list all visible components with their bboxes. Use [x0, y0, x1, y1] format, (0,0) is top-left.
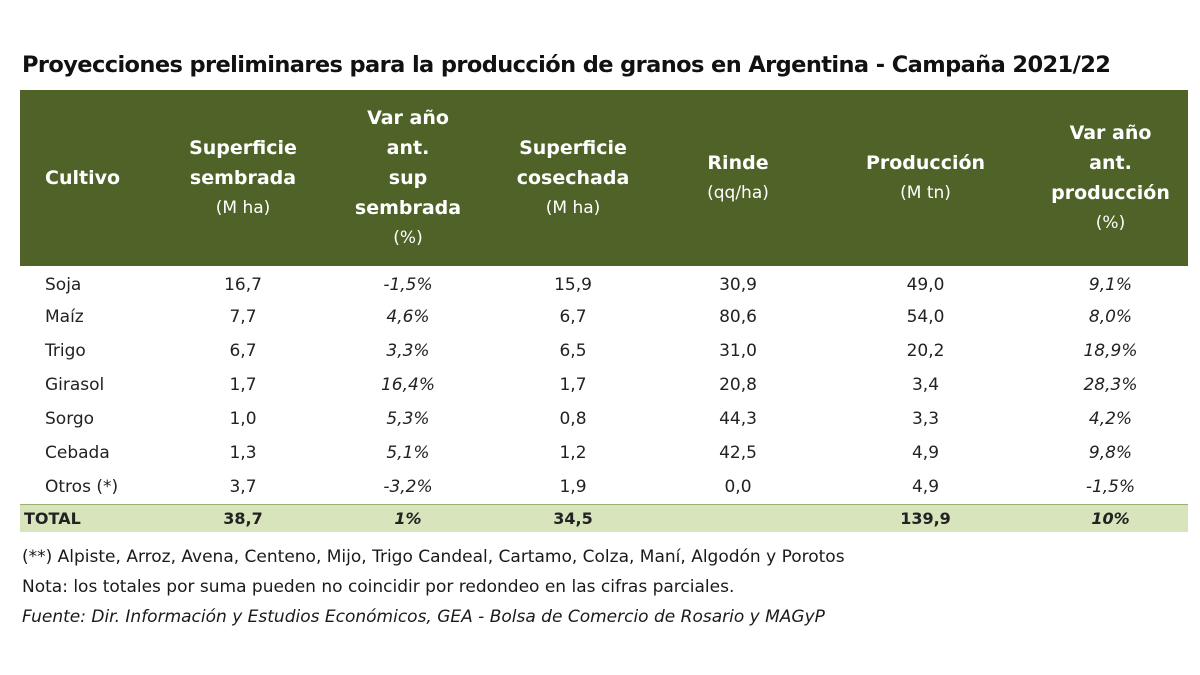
cell-rinde: 42,5 — [719, 443, 757, 463]
cell-cultivo: Sorgo — [45, 409, 95, 429]
header-line: producción — [1051, 182, 1170, 204]
cell-var-sup: -3,2% — [383, 476, 433, 497]
table-header: Cultivo Superficie sembrada (M ha) Var a… — [20, 90, 1188, 266]
table-title: Proyecciones preliminares para la produc… — [22, 52, 1111, 78]
header-line: cosechada — [516, 167, 630, 189]
cell-sup-cosechada: 6,5 — [559, 341, 587, 361]
cell-cultivo: Soja — [45, 275, 82, 295]
cell-var-sup: 16,4% — [380, 375, 435, 395]
cell-total-label: TOTAL — [24, 508, 81, 528]
cell-rinde: 80,6 — [719, 307, 757, 327]
table-row: Girasol 1,7 16,4% 1,7 20,8 3,4 28,3% — [20, 368, 1188, 402]
cell-var-prod: 9,1% — [1088, 275, 1133, 295]
cell-sup-sembrada: 16,7 — [224, 275, 262, 295]
header-var-produccion: Var año ant. producción (%) — [1033, 90, 1188, 266]
cell-sup-sembrada: 6,7 — [229, 341, 257, 361]
cell-rinde: 30,9 — [719, 275, 757, 295]
cell-produccion: 4,9 — [911, 476, 940, 497]
header-unit: (M ha) — [545, 198, 601, 218]
table-row: Trigo 6,7 3,3% 6,5 31,0 20,2 18,9% — [20, 334, 1188, 368]
table-row: Soja 16,7 -1,5% 15,9 30,9 49,0 9,1% — [20, 266, 1188, 300]
cell-produccion: 54,0 — [906, 307, 945, 327]
cell-var-prod: 8,0% — [1088, 307, 1133, 327]
cell-var-sup: 5,3% — [386, 409, 430, 429]
cell-rinde: 0,0 — [724, 476, 752, 497]
cell-sup-cosechada: 6,7 — [559, 307, 587, 327]
header-line: Rinde — [707, 152, 769, 174]
cell-total-sembrada: 38,7 — [223, 508, 263, 528]
cell-cultivo: Cebada — [45, 443, 110, 463]
cell-var-sup: 4,6% — [386, 307, 430, 327]
cell-sup-sembrada: 3,7 — [229, 476, 257, 497]
cell-sup-cosechada: 1,9 — [559, 476, 587, 497]
cell-sup-sembrada: 7,7 — [229, 307, 257, 327]
cell-rinde: 31,0 — [719, 341, 757, 361]
header-superficie-sembrada: Superficie sembrada (M ha) — [158, 90, 328, 266]
cell-var-prod: 28,3% — [1083, 375, 1138, 395]
source-note: Fuente: Dir. Información y Estudios Econ… — [22, 607, 825, 627]
cell-var-sup: 5,1% — [386, 443, 430, 463]
cell-var-prod: -1,5% — [1085, 476, 1136, 497]
cell-var-sup: 3,3% — [386, 341, 430, 361]
header-line: sembrada — [189, 167, 297, 189]
header-line: Producción — [865, 152, 986, 174]
footnote-rounding: Nota: los totales por suma pueden no coi… — [22, 577, 735, 597]
grain-production-table: Cultivo Superficie sembrada (M ha) Var a… — [20, 90, 1188, 532]
table-row: Maíz 7,7 4,6% 6,7 80,6 54,0 8,0% — [20, 300, 1188, 334]
cell-sup-sembrada: 1,0 — [229, 409, 257, 429]
header-line: Superficie — [189, 137, 297, 159]
header-unit: (%) — [1095, 213, 1126, 233]
header-unit: (qq/ha) — [707, 183, 769, 203]
header-unit: (M tn) — [900, 183, 951, 203]
total-row: TOTAL 38,7 1% 34,5 139,9 10% — [20, 504, 1188, 532]
cell-produccion: 20,2 — [906, 341, 945, 361]
cell-sup-cosechada: 15,9 — [554, 275, 592, 295]
header-line: ant. — [1089, 152, 1132, 174]
cell-total-var-sup: 1% — [394, 508, 422, 528]
footnotes: (**) Alpiste, Arroz, Avena, Centeno, Mij… — [22, 542, 1182, 632]
table-row: Cebada 1,3 5,1% 1,2 42,5 4,9 9,8% — [20, 436, 1188, 470]
header-superficie-cosechada: Superficie cosechada (M ha) — [488, 90, 658, 266]
header-line: sembrada — [354, 197, 462, 219]
cell-total-cosechada: 34,5 — [553, 508, 593, 528]
header-line: Var año — [1069, 122, 1152, 144]
cell-rinde: 44,3 — [719, 409, 757, 429]
footnote-crops: (**) Alpiste, Arroz, Avena, Centeno, Mij… — [22, 547, 845, 567]
cell-sup-sembrada: 1,3 — [229, 443, 257, 463]
cell-var-sup: -1,5% — [383, 275, 433, 295]
cell-total-rinde — [658, 504, 818, 532]
cell-cultivo: Trigo — [45, 341, 86, 361]
header-line: Var año — [367, 107, 449, 129]
cell-sup-cosechada: 1,7 — [559, 375, 587, 395]
cell-total-var-prod: 10% — [1091, 508, 1130, 528]
cell-cultivo: Girasol — [45, 375, 105, 395]
cell-produccion: 3,3 — [911, 409, 940, 429]
header-unit: (%) — [393, 228, 423, 248]
cell-produccion: 4,9 — [911, 443, 940, 463]
table-row: Otros (*) 3,7 -3,2% 1,9 0,0 4,9 -1,5% — [20, 470, 1188, 504]
cell-produccion: 49,0 — [906, 275, 945, 295]
cell-var-prod: 9,8% — [1088, 443, 1133, 463]
cell-sup-cosechada: 1,2 — [559, 443, 587, 463]
header-rinde: Rinde (qq/ha) — [658, 90, 818, 266]
header-var-sup-sembrada: Var año ant. sup sembrada (%) — [328, 90, 488, 266]
cell-var-prod: 18,9% — [1083, 341, 1138, 361]
header-cultivo: Cultivo — [45, 167, 121, 189]
cell-produccion: 3,4 — [911, 375, 940, 395]
cell-sup-cosechada: 0,8 — [559, 409, 587, 429]
header-line: sup — [388, 167, 428, 189]
header-line: Superficie — [519, 137, 627, 159]
header-produccion: Producción (M tn) — [818, 90, 1033, 266]
table-row: Sorgo 1,0 5,3% 0,8 44,3 3,3 4,2% — [20, 402, 1188, 436]
header-line: ant. — [386, 137, 430, 159]
cell-cultivo: Maíz — [45, 307, 84, 327]
cell-rinde: 20,8 — [719, 375, 757, 395]
header-unit: (M ha) — [215, 198, 271, 218]
cell-cultivo: Otros (*) — [45, 476, 119, 497]
cell-total-produccion: 139,9 — [900, 508, 951, 528]
cell-sup-sembrada: 1,7 — [229, 375, 257, 395]
cell-var-prod: 4,2% — [1088, 409, 1133, 429]
